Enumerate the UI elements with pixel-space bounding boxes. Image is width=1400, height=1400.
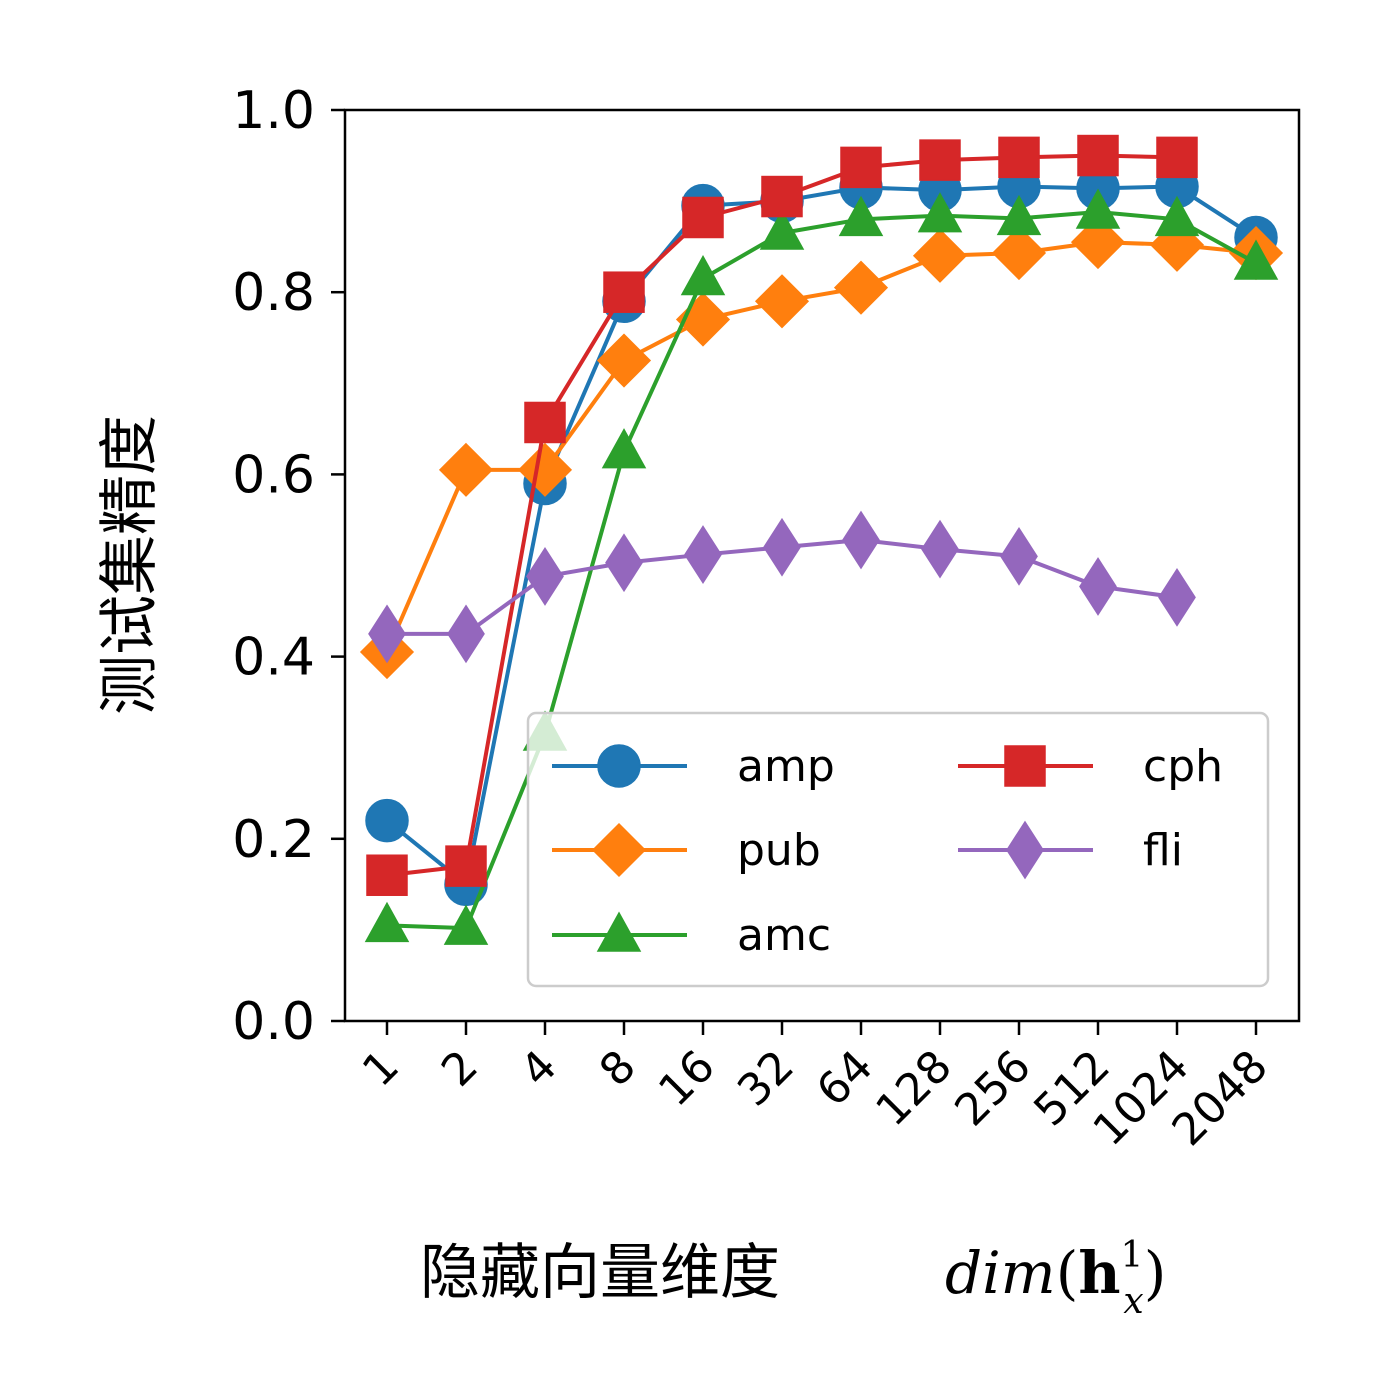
x-tick-label: 256	[945, 1041, 1040, 1136]
data-point-pub	[438, 442, 494, 497]
x-tick-label: 8	[590, 1041, 646, 1097]
data-point-fli	[526, 547, 564, 606]
legend-box	[526, 711, 1270, 988]
series-fli	[368, 510, 1196, 664]
data-point-pub	[754, 274, 810, 329]
data-point-pub	[912, 228, 968, 283]
legend-label: amp	[737, 741, 835, 792]
legend-label: pub	[737, 825, 821, 876]
data-point-cph	[998, 136, 1040, 179]
x-axis-label: 隐藏向量维度	[420, 1238, 780, 1308]
data-point-cph	[840, 146, 882, 189]
plot-frame	[343, 108, 1301, 1023]
y-tick-label: 1.0	[232, 81, 315, 141]
y-axis: 0.0 0.2 0.4 0.6 0.8 1.0	[232, 81, 345, 1052]
data-point-cph	[1077, 134, 1119, 177]
x-tick-label: 4	[511, 1041, 567, 1097]
data-point-cph	[524, 401, 566, 444]
y-tick-label: 0.8	[232, 263, 315, 323]
series-pub	[359, 215, 1284, 680]
data-point-amc	[680, 254, 726, 296]
legend-item-cph: cph	[958, 741, 1223, 792]
legend-label: amc	[737, 910, 831, 961]
x-axis-label-math: dim(h1 x)	[945, 1235, 1166, 1322]
data-point-cph	[682, 196, 724, 239]
legend-marker-pub	[591, 822, 647, 878]
series-cph	[366, 134, 1198, 896]
data-point-amc	[838, 195, 884, 237]
data-point-cph	[919, 139, 961, 181]
data-point-amc	[759, 209, 805, 250]
data-point-pub	[991, 225, 1047, 281]
data-point-amc	[996, 194, 1042, 236]
legend-item-amc: amc	[552, 910, 831, 961]
data-point-pub	[833, 260, 889, 315]
data-point-fli	[1079, 557, 1117, 616]
data-point-cph	[1156, 136, 1198, 179]
x-tick-label: 32	[728, 1041, 804, 1117]
data-point-amc	[364, 901, 410, 943]
data-point-fli	[842, 510, 880, 570]
data-point-fli	[447, 604, 485, 664]
y-tick-label: 0.0	[232, 992, 315, 1052]
legend-item-amp: amp	[552, 741, 835, 792]
legend-label: cph	[1143, 741, 1223, 792]
data-point-fli	[763, 517, 801, 577]
data-point-amc	[1154, 195, 1200, 237]
data-point-pub	[517, 442, 573, 497]
x-tick-label: 1	[353, 1041, 409, 1097]
data-point-cph	[603, 271, 645, 313]
data-point-fli	[921, 519, 959, 579]
data-point-amc	[1075, 188, 1121, 229]
x-tick-label: 2	[432, 1041, 488, 1097]
y-axis-label: 测试集精度	[95, 415, 165, 715]
data-point-cph	[445, 845, 487, 887]
x-axis-label-text: 隐藏向量维度	[420, 1238, 780, 1308]
data-point-fli	[1000, 527, 1038, 586]
legend-marker-amc	[596, 911, 642, 952]
legend-marker-amp	[597, 744, 641, 788]
legend-label: fli	[1143, 825, 1183, 876]
data-point-amc	[443, 904, 489, 945]
data-point-cph	[761, 175, 803, 218]
x-tick-label: 128	[866, 1041, 961, 1136]
data-point-pub	[1070, 215, 1126, 270]
data-point-amc	[601, 428, 647, 469]
data-point-amc	[917, 192, 963, 233]
legend-marker-cph	[1004, 745, 1046, 787]
data-point-fli	[605, 533, 643, 593]
legend-marker-fli	[1006, 820, 1044, 880]
data-point-pub	[596, 333, 652, 388]
legend: amp pub amc cph fli	[526, 711, 1270, 988]
x-tick-label: 16	[649, 1041, 725, 1117]
data-point-amp	[365, 798, 409, 843]
data-point-fli	[684, 525, 722, 584]
data-point-amc	[1233, 239, 1279, 280]
y-tick-label: 0.6	[232, 445, 315, 505]
data-point-cph	[366, 854, 408, 896]
data-point-fli	[368, 604, 406, 664]
legend-item-pub: pub	[552, 822, 821, 878]
y-tick-label: 0.2	[232, 810, 315, 870]
y-tick-label: 0.4	[232, 628, 315, 688]
data-point-fli	[1158, 567, 1196, 627]
legend-item-fli: fli	[958, 820, 1183, 880]
series-layer	[359, 134, 1284, 945]
